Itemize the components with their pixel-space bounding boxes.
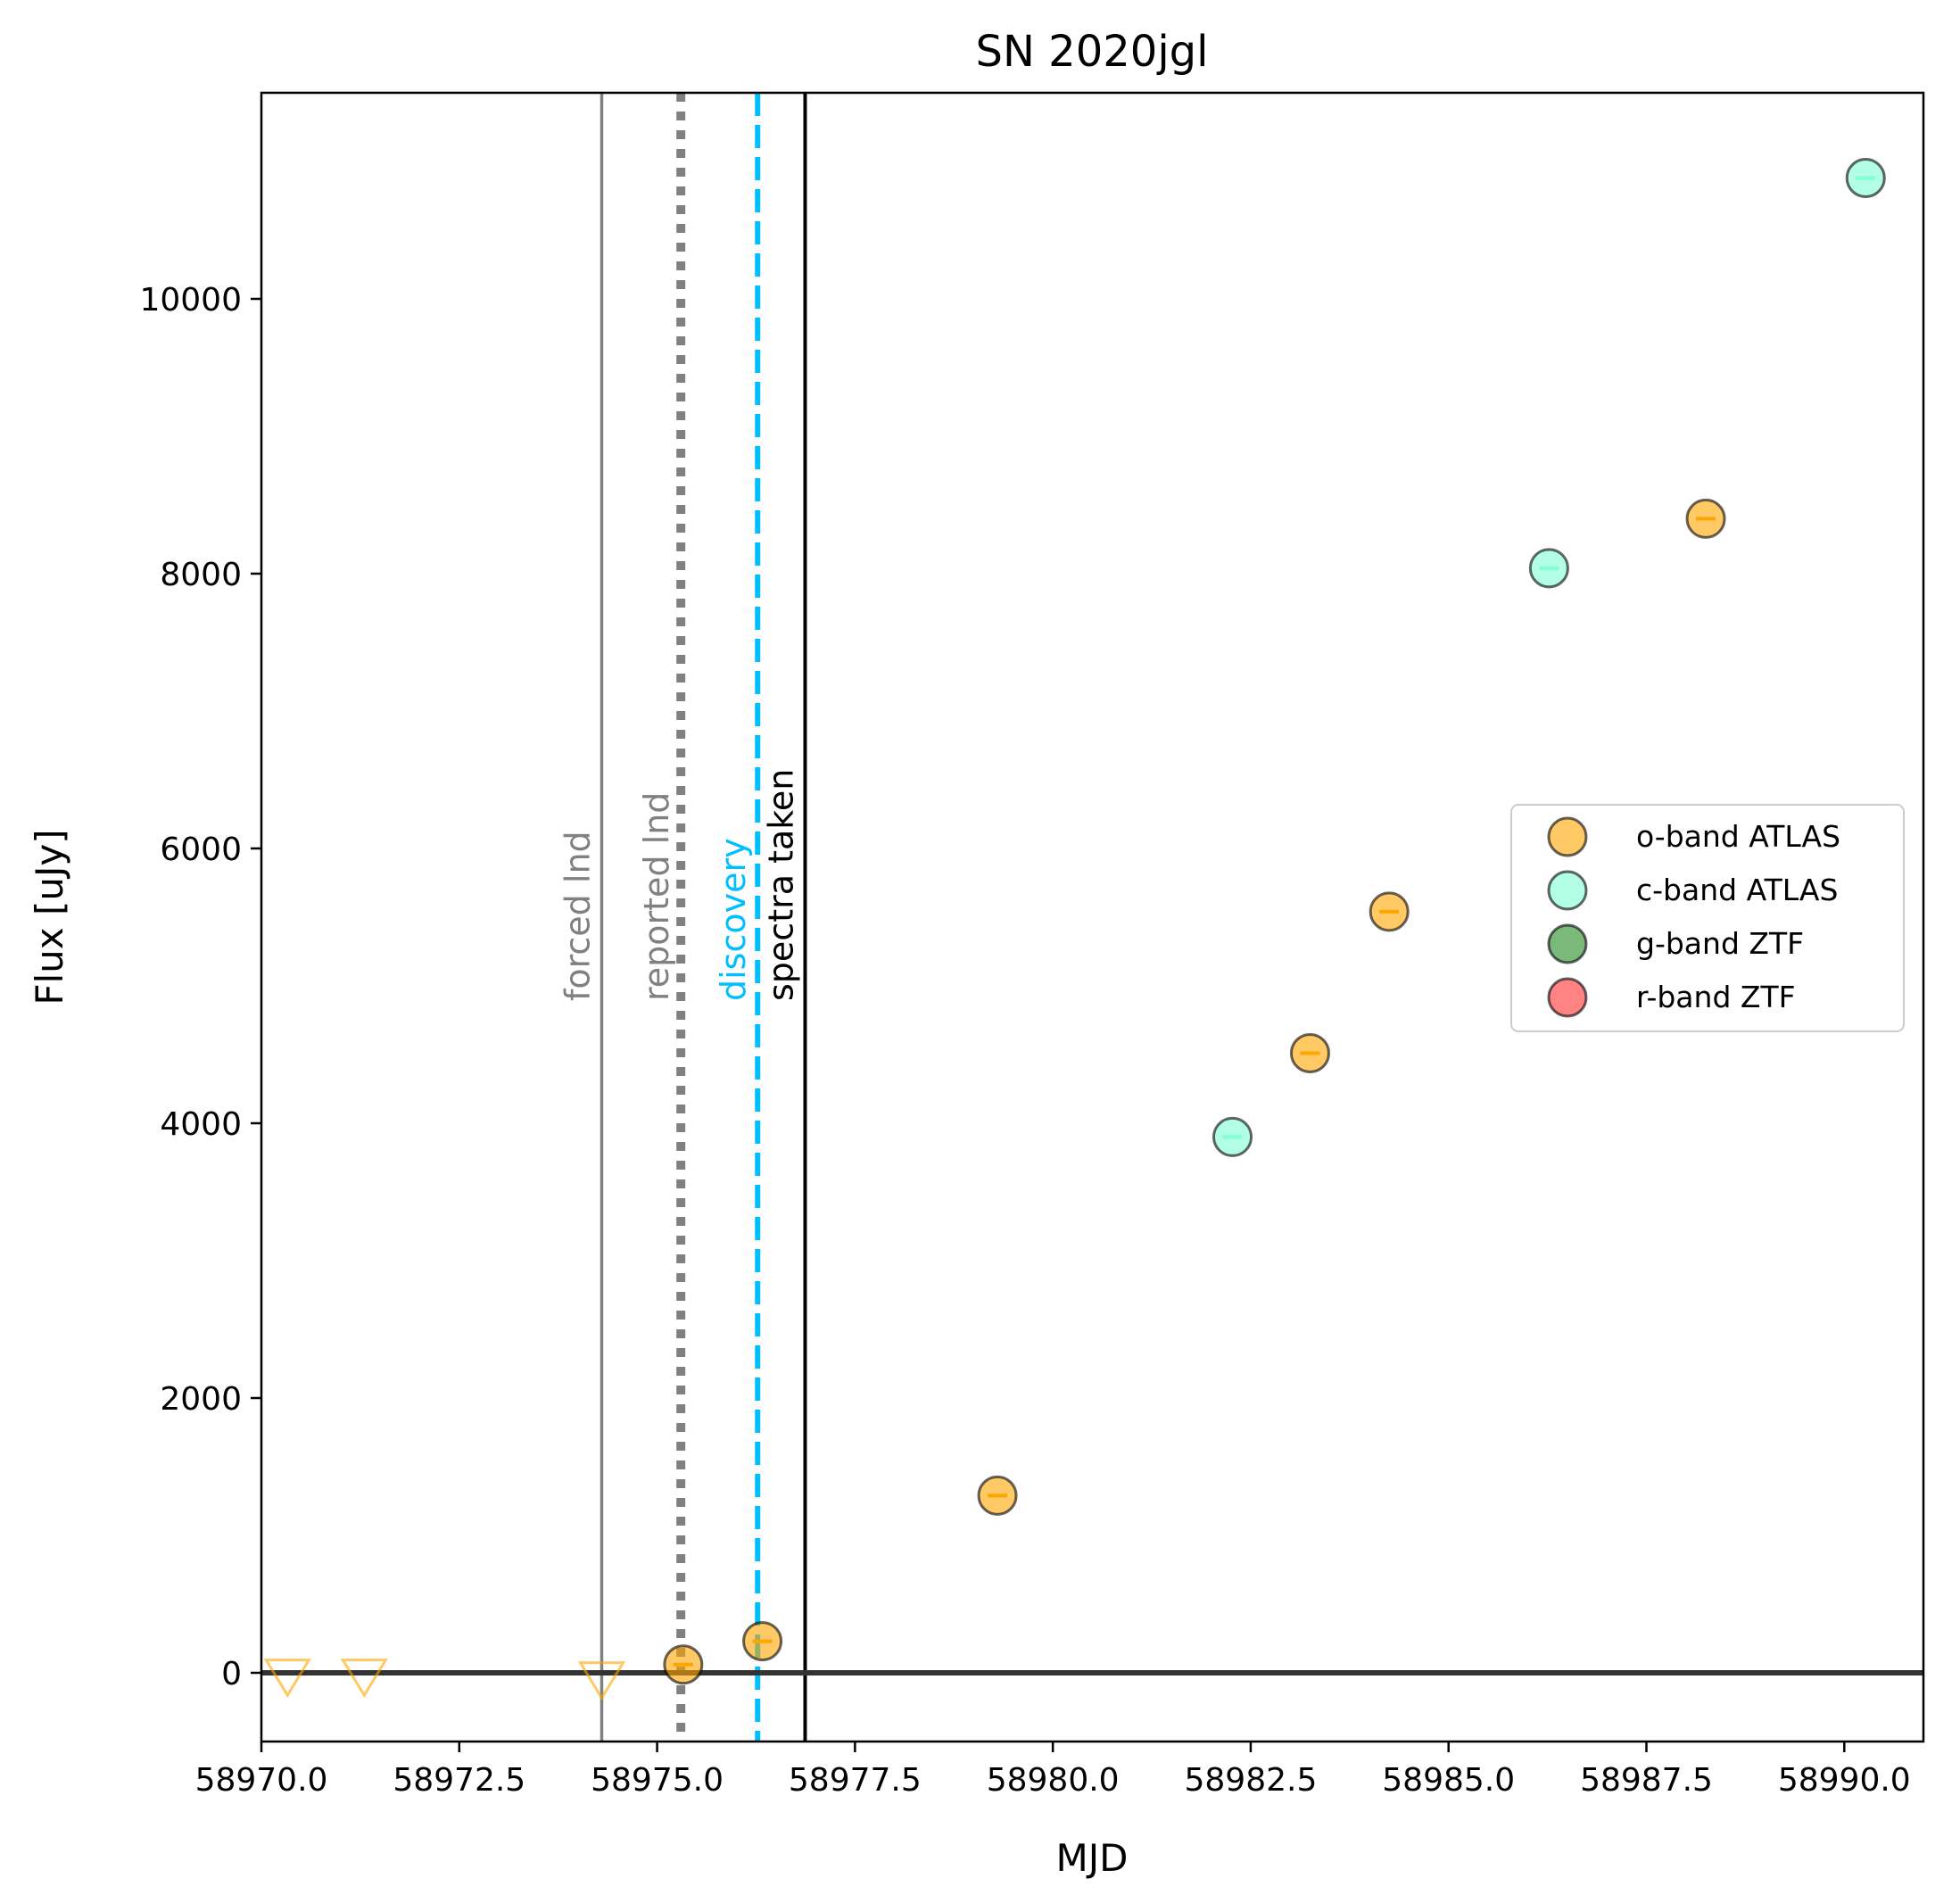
legend-box — [1510, 804, 1905, 1032]
upper-limit-marker-1 — [340, 1659, 388, 1699]
y-axis-label: Flux [uJy] — [28, 829, 71, 1005]
legend-label-2: g-band ZTF — [1636, 926, 1804, 961]
y-tick-label-2: 4000 — [160, 1106, 242, 1143]
legend-label-3: r-band ZTF — [1636, 980, 1796, 1014]
x-tick-label-1: 58972.5 — [393, 1762, 525, 1799]
y-tick-label-4: 8000 — [160, 557, 242, 593]
legend-marker-2 — [1547, 923, 1588, 964]
x-tick-label-2: 58975.0 — [591, 1762, 724, 1799]
x-tick-label-8: 58990.0 — [1778, 1762, 1911, 1799]
legend-label-1: c-band ATLAS — [1636, 873, 1838, 907]
x-tick-label-5: 58982.5 — [1184, 1762, 1317, 1799]
legend-marker-1 — [1547, 870, 1588, 911]
legend-marker-3 — [1547, 977, 1588, 1018]
y-tick-label-3: 6000 — [160, 832, 242, 868]
x-tick-label-3: 58977.5 — [789, 1762, 922, 1799]
chart-title: SN 2020jgl — [976, 27, 1209, 77]
vline-label-0: forced lnd — [558, 831, 597, 1001]
y-tick-label-5: 10000 — [139, 282, 242, 319]
legend-label-0: o-band ATLAS — [1636, 819, 1840, 854]
x-tick-label-7: 58987.5 — [1580, 1762, 1713, 1799]
y-tick-label-0: 0 — [221, 1656, 242, 1692]
vline-label-1: reported lnd — [637, 792, 676, 1001]
legend-marker-0 — [1547, 816, 1588, 857]
plot-frame — [260, 91, 1925, 1743]
data-points — [263, 157, 1886, 1701]
x-tick-label-6: 58985.0 — [1382, 1762, 1515, 1799]
vline-label-3: spectra taken — [761, 769, 800, 1001]
x-axis: 58970.0 58972.5 58975.0 58977.5 58980.0 58982… — [195, 1742, 1911, 1799]
y-tick-label-1: 2000 — [160, 1381, 242, 1418]
x-axis-label: MJD — [1056, 1836, 1129, 1880]
y-axis: 0 2000 4000 6000 8000 10000 — [139, 282, 261, 1692]
vertical-line-labels: forced lnd reported lnd discovery spectra t… — [558, 769, 800, 1001]
x-tick-label-0: 58970.0 — [195, 1762, 328, 1799]
legend: o-band ATLAS c-band ATLAS g-band ZTF r-band… — [1510, 804, 1905, 1032]
vertical-lines — [600, 93, 807, 1742]
x-tick-label-4: 58980.0 — [987, 1762, 1120, 1799]
upper-limit-marker-0 — [263, 1659, 311, 1699]
vline-label-2: discovery — [714, 838, 753, 1001]
upper-limit-marker-2 — [577, 1661, 626, 1701]
